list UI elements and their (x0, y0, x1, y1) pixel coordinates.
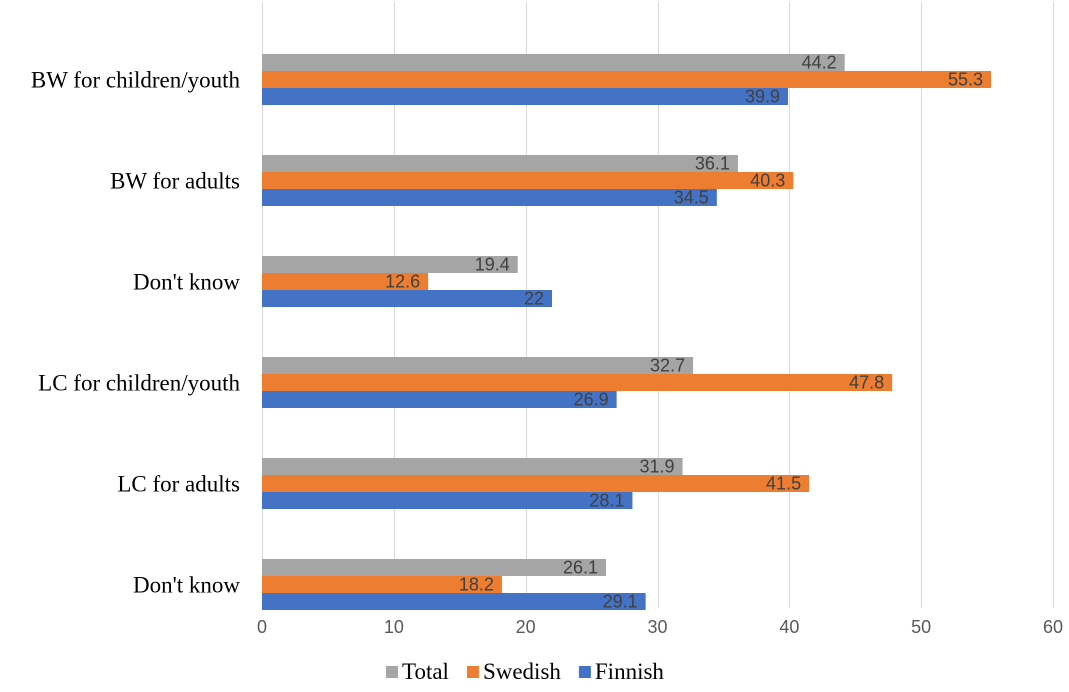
legend-label-finnish: Finnish (595, 659, 665, 684)
bar-swedish (262, 273, 429, 290)
x-tick-label: 60 (1043, 617, 1063, 637)
data-label: 31.9 (640, 457, 675, 477)
data-label: 34.5 (674, 188, 709, 208)
data-label: 26.9 (574, 390, 609, 410)
category-label: LC for children/youth (38, 371, 240, 396)
bar-finnish (262, 492, 633, 509)
data-label: 41.5 (766, 474, 801, 494)
data-label: 40.3 (750, 171, 785, 191)
data-label: 28.1 (589, 491, 624, 511)
data-label: 32.7 (650, 356, 685, 376)
legend-swatch-total (386, 666, 398, 678)
legend-label-swedish: Swedish (483, 659, 561, 684)
legend: Total Swedish Finnish (386, 659, 664, 684)
data-label: 29.1 (603, 592, 638, 612)
x-tick-label: 20 (516, 617, 536, 637)
bar-finnish (262, 290, 553, 307)
data-label: 44.2 (802, 53, 837, 73)
data-label: 39.9 (745, 87, 780, 107)
bar-total (262, 458, 683, 475)
category-labels: BW for children/youth BW for adults Don't … (31, 68, 241, 598)
bar-swedish (262, 576, 502, 593)
bar-total (262, 256, 518, 273)
bar-finnish (262, 189, 717, 206)
bar-swedish (262, 172, 794, 189)
data-label: 12.6 (385, 272, 420, 292)
legend-label-total: Total (402, 659, 449, 684)
x-tick-label: 10 (384, 617, 404, 637)
data-label: 18.2 (459, 575, 494, 595)
legend-swatch-finnish (578, 666, 591, 678)
category-label: BW for adults (110, 169, 240, 194)
x-tick-label: 40 (779, 617, 799, 637)
x-tick-label: 0 (257, 617, 267, 637)
legend-swatch-swedish (466, 666, 479, 678)
bars (262, 54, 992, 610)
category-label: Don't know (133, 573, 240, 598)
bar-finnish (262, 88, 789, 105)
data-label: 19.4 (475, 255, 510, 275)
bar-total (262, 357, 694, 374)
bar-swedish (262, 374, 893, 391)
bar-total (262, 559, 607, 576)
category-label: Don't know (133, 270, 240, 295)
data-label: 26.1 (563, 558, 598, 578)
bar-total (262, 54, 845, 71)
x-tick-label: 50 (911, 617, 931, 637)
category-label: BW for children/youth (31, 68, 241, 93)
x-axis-ticks: 0 10 20 30 40 50 60 (257, 617, 1063, 637)
bar-finnish (262, 391, 617, 408)
bar-swedish (262, 475, 810, 492)
data-label: 36.1 (695, 154, 730, 174)
data-labels: 44.2 55.3 39.9 36.1 40.3 34.5 19.4 12.6 22 32.7 47… (385, 53, 983, 612)
data-label: 22 (524, 289, 544, 309)
data-label: 55.3 (948, 70, 983, 90)
bar-swedish (262, 71, 992, 88)
data-label: 47.8 (849, 373, 884, 393)
bar-total (262, 155, 738, 172)
category-label: LC for adults (117, 472, 240, 497)
bar-finnish (262, 593, 646, 610)
x-tick-label: 30 (647, 617, 667, 637)
